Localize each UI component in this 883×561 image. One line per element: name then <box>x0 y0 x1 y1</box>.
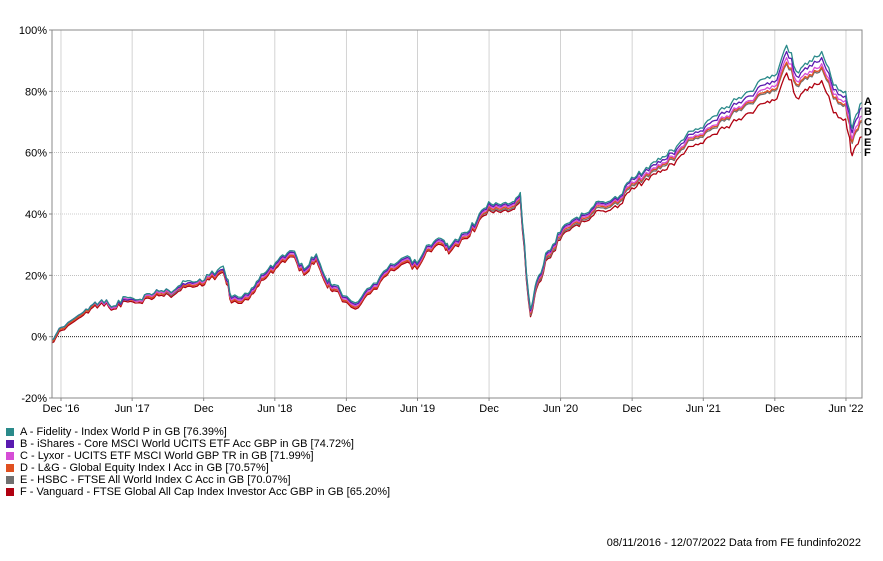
legend-label: B - iShares - Core MSCI World UCITS ETF … <box>20 438 354 450</box>
x-tick-label: Dec <box>765 403 785 415</box>
y-tick-label: 20% <box>25 270 47 282</box>
series-line-f <box>51 72 863 344</box>
y-tick-label: 80% <box>25 86 47 98</box>
legend-item: D - L&G - Global Equity Index I Acc in G… <box>6 462 390 474</box>
legend-label: F - Vanguard - FTSE Global All Cap Index… <box>20 486 391 498</box>
x-tick-label: Jun '21 <box>686 403 721 415</box>
x-tick-label: Dec <box>194 403 214 415</box>
legend-swatch <box>6 488 14 496</box>
series-end-label-b: B <box>864 106 872 118</box>
x-tick-label: Jun '20 <box>543 403 578 415</box>
series-end-label-a: A <box>864 96 872 108</box>
series-line-d <box>51 61 863 342</box>
x-tick-label: Jun '17 <box>115 403 150 415</box>
y-tick-label: 0% <box>31 332 47 344</box>
legend-label: C - Lyxor - UCITS ETF MSCI World GBP TR … <box>20 450 314 462</box>
series-end-label-d: D <box>864 127 872 139</box>
legend-item: B - iShares - Core MSCI World UCITS ETF … <box>6 438 390 450</box>
grid <box>52 30 862 398</box>
legend-label: A - Fidelity - Index World P in GB [76.3… <box>20 426 227 438</box>
x-tick-label: Dec <box>479 403 499 415</box>
legend-swatch <box>6 476 14 484</box>
y-tick-label: 100% <box>19 25 47 37</box>
series-lines <box>51 44 863 344</box>
legend-swatch <box>6 452 14 460</box>
legend-swatch <box>6 428 14 436</box>
y-tick-label: 40% <box>25 209 47 221</box>
x-tick-label: Jun '19 <box>400 403 435 415</box>
series-end-label-c: C <box>864 116 872 128</box>
x-tick-label: Jun '18 <box>257 403 292 415</box>
x-tick-label: Jun '22 <box>828 403 863 415</box>
series-line-a <box>51 44 863 341</box>
line-chart: -20% 0% 20% 40% 60% 80% 100% Dec '16 Jun '17 Dec J… <box>19 25 872 415</box>
legend-item: F - Vanguard - FTSE Global All Cap Index… <box>6 486 390 498</box>
legend-label: D - L&G - Global Equity Index I Acc in G… <box>20 462 269 474</box>
y-tick-label: 60% <box>25 148 47 160</box>
legend-item: C - Lyxor - UCITS ETF MSCI World GBP TR … <box>6 450 390 462</box>
legend-swatch <box>6 440 14 448</box>
legend-item: E - HSBC - FTSE All World Index C Acc in… <box>6 474 390 486</box>
legend-label: E - HSBC - FTSE All World Index C Acc in… <box>20 474 291 486</box>
series-end-label-e: E <box>864 137 871 149</box>
series-end-label-f: F <box>864 147 871 159</box>
series-line-b <box>51 50 863 341</box>
x-tick-label: Dec <box>337 403 357 415</box>
series-line-e <box>51 63 863 342</box>
x-tick-label: Dec <box>622 403 642 415</box>
series-line-c <box>51 56 863 341</box>
legend-item: A - Fidelity - Index World P in GB [76.3… <box>6 426 390 438</box>
source-footer: 08/11/2016 - 12/07/2022 Data from FE fun… <box>606 537 861 549</box>
legend-swatch <box>6 464 14 472</box>
x-tick-label: Dec '16 <box>43 403 80 415</box>
axes: -20% 0% 20% 40% 60% 80% 100% Dec '16 Jun '17 Dec J… <box>19 25 864 415</box>
legend: A - Fidelity - Index World P in GB [76.3… <box>6 426 390 498</box>
y-tick-label: -20% <box>21 393 47 405</box>
